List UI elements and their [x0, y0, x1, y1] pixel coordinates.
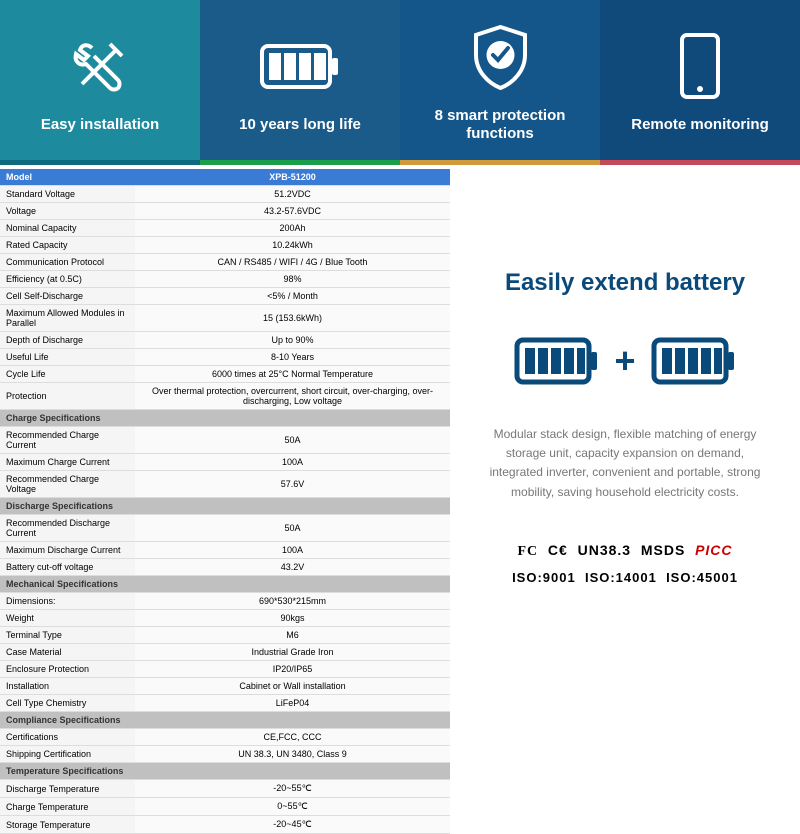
phone-icon [679, 26, 721, 106]
spec-row-value: 15 (153.6kWh) [135, 305, 450, 332]
feature-remote: Remote monitoring [600, 0, 800, 165]
spec-row-label: Dimensions: [0, 593, 135, 610]
spec-row-label: Storage Temperature [0, 816, 135, 834]
iso-row: ISO:9001 ISO:14001 ISO:45001 [470, 570, 780, 585]
spec-row-label: Nominal Capacity [0, 220, 135, 237]
features-row: Easy installation 10 years long life 8 s… [0, 0, 800, 165]
spec-table: ModelXPB-51200Standard Voltage51.2VDCVol… [0, 169, 450, 834]
cert-ce: C€ [548, 542, 568, 558]
spec-row-value: IP20/IP65 [135, 661, 450, 678]
spec-row-label: Efficiency (at 0.5C) [0, 271, 135, 288]
spec-row-value: LiFeP04 [135, 695, 450, 712]
spec-row-label: Protection [0, 383, 135, 410]
spec-header-value: XPB-51200 [135, 169, 450, 186]
spec-row-label: Enclosure Protection [0, 661, 135, 678]
spec-row-value: 50A [135, 515, 450, 542]
spec-row-label: Weight [0, 610, 135, 627]
spec-row-value: Industrial Grade Iron [135, 644, 450, 661]
spec-row-label: Terminal Type [0, 627, 135, 644]
spec-row-value: <5% / Month [135, 288, 450, 305]
battery-extend-graphic: + [470, 337, 780, 385]
spec-row-label: Charge Temperature [0, 798, 135, 816]
spec-header-label: Model [0, 169, 135, 186]
spec-row-value: Cabinet or Wall installation [135, 678, 450, 695]
spec-row-label: Maximum Discharge Current [0, 542, 135, 559]
cert-picc: PICC [695, 542, 732, 558]
spec-section-title: Compliance Specifications [0, 712, 450, 729]
spec-row-label: Cell Self-Discharge [0, 288, 135, 305]
spec-section-title: Discharge Specifications [0, 498, 450, 515]
feature-label: Remote monitoring [631, 116, 769, 134]
shield-icon [473, 17, 528, 97]
spec-row-label: Maximum Charge Current [0, 454, 135, 471]
spec-row-value: 43.2V [135, 559, 450, 576]
spec-section-title: Temperature Specifications [0, 763, 450, 780]
spec-row-value: CE,FCC, CCC [135, 729, 450, 746]
spec-row-value: 50A [135, 427, 450, 454]
spec-row-value: 6000 times at 25°C Normal Temperature [135, 366, 450, 383]
iso-45001: ISO:45001 [666, 570, 738, 585]
cert-msds: MSDS [641, 542, 685, 558]
spec-row-value: -20~55℃ [135, 780, 450, 798]
spec-row-value: M6 [135, 627, 450, 644]
spec-row-label: Case Material [0, 644, 135, 661]
iso-9001: ISO:9001 [512, 570, 576, 585]
spec-row-label: Voltage [0, 203, 135, 220]
spec-section-title: Mechanical Specifications [0, 576, 450, 593]
spec-row-label: Certifications [0, 729, 135, 746]
spec-row-label: Shipping Certification [0, 746, 135, 763]
spec-row-label: Maximum Allowed Modules in Parallel [0, 305, 135, 332]
feature-label: Easy installation [41, 116, 159, 134]
feature-longlife: 10 years long life [200, 0, 400, 165]
spec-row-value: 90kgs [135, 610, 450, 627]
spec-row-label: Installation [0, 678, 135, 695]
extend-description: Modular stack design, flexible matching … [470, 425, 780, 502]
spec-section-title: Charge Specifications [0, 410, 450, 427]
spec-row-value: 200Ah [135, 220, 450, 237]
spec-row-value: UN 38.3, UN 3480, Class 9 [135, 746, 450, 763]
spec-row-value: 690*530*215mm [135, 593, 450, 610]
spec-row-value: 8-10 Years [135, 349, 450, 366]
spec-row-label: Standard Voltage [0, 186, 135, 203]
spec-row-label: Recommended Charge Voltage [0, 471, 135, 498]
spec-row-value: 100A [135, 542, 450, 559]
spec-row-value: 98% [135, 271, 450, 288]
spec-row-label: Cycle Life [0, 366, 135, 383]
spec-row-label: Recommended Discharge Current [0, 515, 135, 542]
battery-left-icon [514, 337, 599, 385]
spec-row-value: 10.24kWh [135, 237, 450, 254]
spec-row-label: Recommended Charge Current [0, 427, 135, 454]
spec-row-label: Battery cut-off voltage [0, 559, 135, 576]
spec-row-value: Over thermal protection, overcurrent, sh… [135, 383, 450, 410]
spec-row-label: Communication Protocol [0, 254, 135, 271]
feature-label: 8 smart protection functions [410, 107, 590, 143]
spec-row-value: 43.2-57.6VDC [135, 203, 450, 220]
content-row: ModelXPB-51200Standard Voltage51.2VDCVol… [0, 165, 800, 834]
spec-row-value: 0~55℃ [135, 798, 450, 816]
battery-icon [260, 26, 340, 106]
feature-label: 10 years long life [239, 116, 361, 134]
extend-title: Easily extend battery [470, 269, 780, 297]
feature-installation: Easy installation [0, 0, 200, 165]
spec-row-label: Depth of Discharge [0, 332, 135, 349]
spec-row-label: Cell Type Chemistry [0, 695, 135, 712]
cert-fc: FC [517, 544, 538, 559]
right-panel: Easily extend battery + Mo [450, 169, 800, 834]
spec-row-value: -20~45℃ [135, 816, 450, 834]
battery-right-icon [651, 337, 736, 385]
spec-row-value: 57.6V [135, 471, 450, 498]
cert-un: UN38.3 [578, 542, 631, 558]
spec-row-label: Useful Life [0, 349, 135, 366]
cert-row: FC C€ UN38.3 MSDS PICC [470, 542, 780, 560]
spec-row-value: 100A [135, 454, 450, 471]
spec-row-label: Rated Capacity [0, 237, 135, 254]
spec-row-value: CAN / RS485 / WIFI / 4G / Blue Tooth [135, 254, 450, 271]
feature-protection: 8 smart protection functions [400, 0, 600, 165]
iso-14001: ISO:14001 [585, 570, 657, 585]
plus-sign: + [614, 340, 635, 382]
spec-row-label: Discharge Temperature [0, 780, 135, 798]
tools-icon [70, 26, 130, 106]
spec-row-value: Up to 90% [135, 332, 450, 349]
spec-row-value: 51.2VDC [135, 186, 450, 203]
